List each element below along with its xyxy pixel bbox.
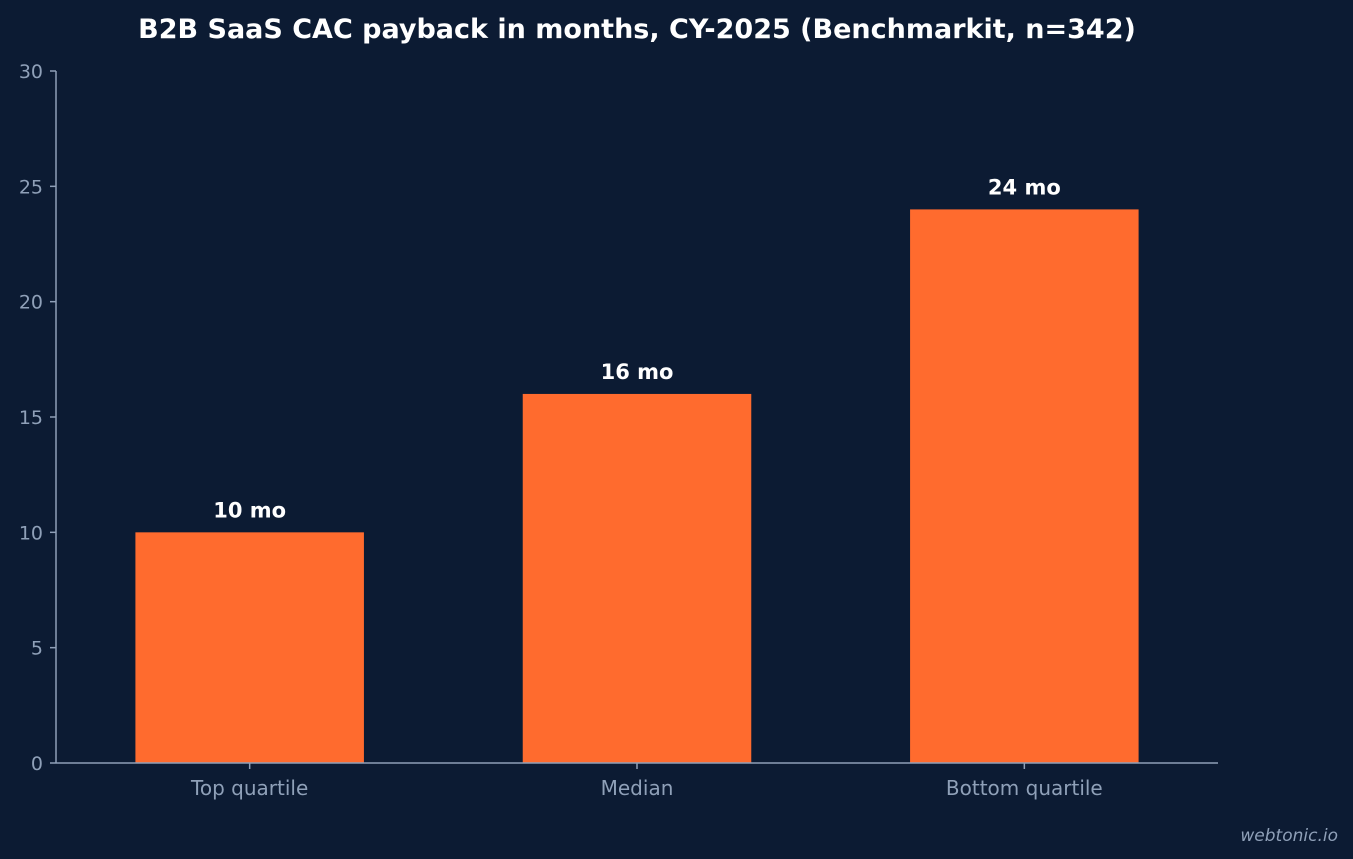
x-tick-label: Top quartile (190, 776, 308, 800)
axes-layer: Top quartile Median Bottom quartile 0 5 10 15 2… (19, 61, 1218, 800)
y-tick-label: 20 (19, 292, 43, 314)
bar-top-quartile (135, 532, 364, 763)
y-tick-label: 0 (31, 753, 43, 775)
chart-title: B2B SaaS CAC payback in months, CY-2025 … (138, 14, 1136, 45)
bar-bottom-quartile (910, 209, 1139, 763)
x-tick-label: Median (601, 776, 674, 800)
y-tick-label: 30 (19, 61, 43, 83)
data-label: 24 mo (988, 175, 1061, 199)
y-tick-label: 15 (19, 407, 43, 429)
bar-median (522, 393, 752, 763)
x-tick-label: Bottom quartile (946, 776, 1103, 800)
y-tick-label: 25 (19, 176, 43, 198)
y-tick-label: 5 (31, 638, 43, 660)
data-label: 10 mo (213, 498, 286, 522)
bars-layer: 10 mo 16 mo 24 mo (135, 175, 1139, 763)
y-tick-label: 10 (19, 522, 43, 544)
watermark-text: webtonic.io (1240, 826, 1338, 846)
data-label: 16 mo (601, 360, 674, 384)
